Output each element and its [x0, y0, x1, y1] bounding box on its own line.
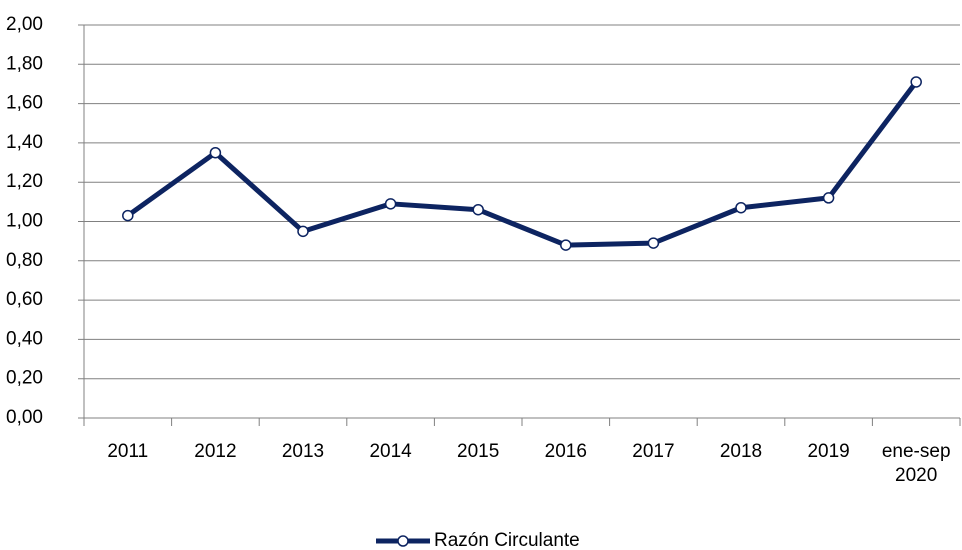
y-tick-label: 1,20 — [6, 171, 43, 192]
x-tick-label: 2015 — [457, 441, 500, 462]
data-point — [560, 239, 572, 251]
y-tick-label: 1,60 — [6, 93, 43, 114]
data-point — [735, 201, 747, 214]
data-point — [822, 192, 835, 204]
x-tick-label: 2012 — [194, 441, 237, 462]
data-point — [647, 237, 660, 249]
data-point — [209, 146, 222, 159]
data-point — [297, 225, 309, 238]
y-tick-label: 0,60 — [6, 289, 43, 310]
x-tick-label: 2014 — [369, 441, 412, 462]
data-point — [122, 209, 134, 222]
x-tick-label: 2011 — [107, 441, 149, 462]
y-tick-label: 2,00 — [6, 14, 43, 35]
y-tick-label: 1,00 — [6, 211, 43, 232]
y-tick-label: 0,40 — [6, 328, 43, 349]
legend-label: Razón Circulante — [434, 530, 580, 550]
data-point — [910, 76, 922, 88]
x-tick-label: 2017 — [632, 441, 675, 462]
y-tick-label: 0,00 — [6, 407, 43, 428]
x-tick-label: 2018 — [719, 441, 763, 462]
x-tick-label: ene-sep 2020 — [881, 441, 951, 486]
x-tick-label: 2019 — [807, 441, 850, 462]
y-tick-label: 1,40 — [6, 132, 43, 153]
y-tick-label: 1,80 — [6, 53, 43, 74]
x-tick-label: 2013 — [281, 441, 325, 462]
y-tick-label: 0,80 — [6, 250, 43, 271]
data-point — [384, 198, 397, 210]
series-line — [126, 80, 919, 248]
data-point — [472, 203, 484, 216]
x-tick-label: 2016 — [544, 441, 587, 462]
y-tick-label: 0,20 — [6, 368, 43, 389]
legend-marker — [397, 535, 409, 547]
